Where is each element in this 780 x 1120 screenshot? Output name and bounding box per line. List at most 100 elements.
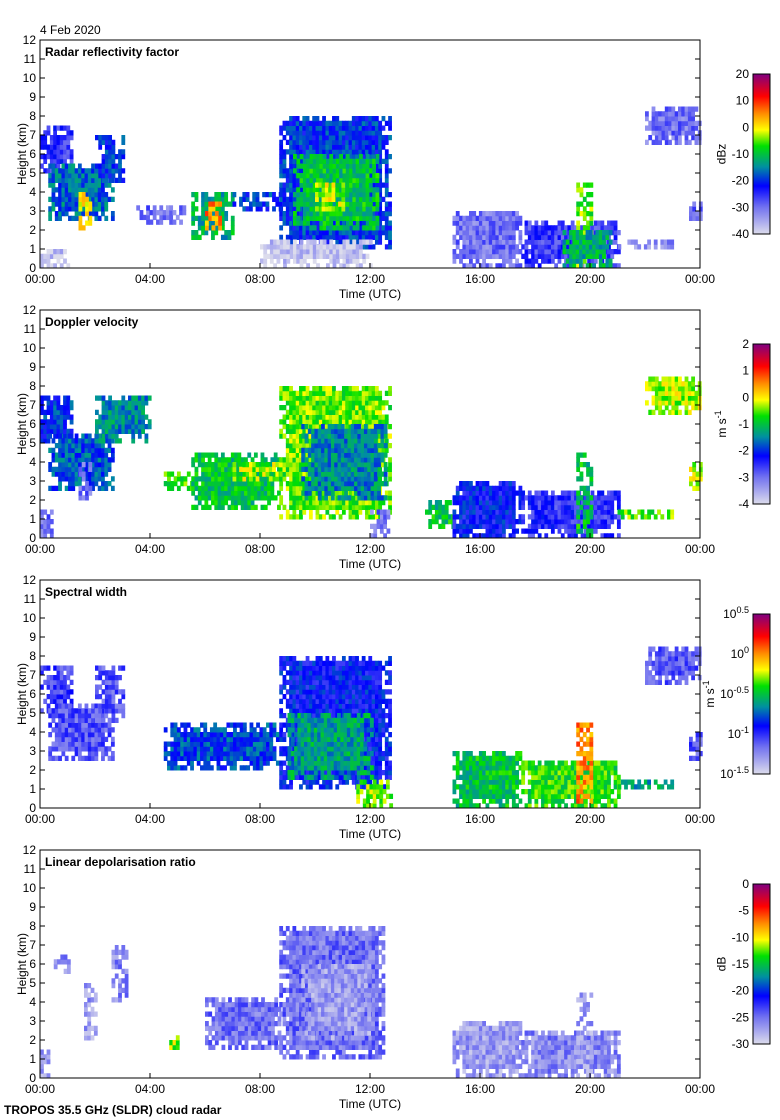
echo-cell xyxy=(249,466,253,472)
echo-cell xyxy=(475,504,480,510)
echo-cell xyxy=(694,139,699,145)
echo-cell xyxy=(687,116,692,122)
echo-cell xyxy=(279,234,284,240)
echo-cell xyxy=(365,201,370,207)
echo-cell xyxy=(605,263,610,269)
echo-cell xyxy=(59,144,64,150)
echo-cell xyxy=(91,173,95,179)
echo-cell xyxy=(317,443,322,449)
echo-cell xyxy=(582,239,587,245)
echo-cell xyxy=(511,249,516,255)
echo-cell xyxy=(374,504,379,510)
echo-cell xyxy=(372,187,376,193)
echo-cell xyxy=(373,523,378,529)
echo-cell xyxy=(384,234,389,240)
echo-cell xyxy=(279,158,284,164)
echo-cell xyxy=(475,234,480,240)
echo-cell xyxy=(218,215,222,221)
echo-cell xyxy=(289,395,293,401)
echo-cell xyxy=(289,405,293,411)
echo-cell xyxy=(91,206,95,212)
echo-cell xyxy=(98,414,103,420)
echo-cell xyxy=(478,519,483,525)
echo-cell xyxy=(282,120,287,126)
echo-cell xyxy=(299,139,303,145)
echo-cell xyxy=(315,495,320,501)
echo-cell xyxy=(305,135,310,141)
echo-cell xyxy=(108,428,112,434)
echo-cell xyxy=(349,158,353,164)
echo-cell xyxy=(478,509,483,515)
echo-cell xyxy=(565,239,570,245)
echo-cell xyxy=(681,116,686,122)
echo-cell xyxy=(279,182,284,188)
echo-cell xyxy=(134,395,139,401)
echo-cell xyxy=(462,528,467,534)
echo-cell xyxy=(279,249,284,255)
echo-cell xyxy=(348,120,353,126)
echo-cell xyxy=(345,405,350,411)
echo-cell xyxy=(308,400,313,406)
echo-cell xyxy=(349,182,353,188)
echo-cell xyxy=(324,433,329,439)
echo-cell xyxy=(363,471,368,477)
echo-cell xyxy=(325,144,330,150)
echo-cell xyxy=(110,187,115,193)
echo-cell xyxy=(562,263,567,269)
echo-cell xyxy=(498,523,503,529)
echo-cell xyxy=(365,173,370,179)
echo-cell xyxy=(71,443,76,449)
echo-cell xyxy=(84,438,89,444)
echo-cell xyxy=(455,215,460,221)
echo-cell xyxy=(348,395,353,401)
echo-cell xyxy=(77,462,82,468)
echo-cell xyxy=(589,220,594,226)
echo-cell xyxy=(260,495,265,501)
echo-cell xyxy=(384,220,389,226)
echo-cell xyxy=(342,211,347,217)
echo-cell xyxy=(332,154,336,160)
echo-cell xyxy=(232,466,237,472)
echo-cell xyxy=(302,400,307,406)
echo-cell xyxy=(367,462,372,468)
echo-region xyxy=(293,154,380,231)
echo-cell xyxy=(367,485,372,491)
echo-cell xyxy=(345,182,350,188)
echo-cell xyxy=(360,485,365,491)
echo-cell xyxy=(557,220,562,226)
echo-cell xyxy=(550,253,555,259)
echo-cell xyxy=(371,201,376,207)
echo-cell xyxy=(373,433,378,439)
echo-cell xyxy=(349,201,353,207)
echo-cell xyxy=(547,244,552,250)
echo-cell xyxy=(348,390,353,396)
echo-cell xyxy=(63,135,67,141)
echo-cell xyxy=(560,253,565,259)
echo-cell xyxy=(63,414,67,420)
echo-cell xyxy=(465,490,470,496)
echo-cell xyxy=(469,263,473,269)
echo-cell xyxy=(378,405,383,411)
echo-cell xyxy=(345,386,350,392)
echo-cell xyxy=(282,149,287,155)
echo-cell xyxy=(306,192,310,198)
echo-cell xyxy=(441,514,446,520)
echo-cell xyxy=(207,196,212,202)
echo-cell xyxy=(299,386,303,392)
echo-cell xyxy=(384,139,389,145)
echo-cell xyxy=(306,220,310,226)
echo-cell xyxy=(308,419,313,425)
echo-cell xyxy=(579,192,584,198)
echo-cell xyxy=(357,452,362,458)
echo-cell xyxy=(380,428,385,434)
echo-cell xyxy=(74,447,79,453)
echo-cell xyxy=(485,533,490,539)
echo-cell xyxy=(197,485,202,491)
echo-cell xyxy=(46,428,51,434)
echo-cell xyxy=(335,130,340,136)
echo-cell xyxy=(131,414,136,420)
echo-cell xyxy=(49,419,54,425)
echo-cell xyxy=(242,471,247,477)
echo-cell xyxy=(613,230,618,236)
